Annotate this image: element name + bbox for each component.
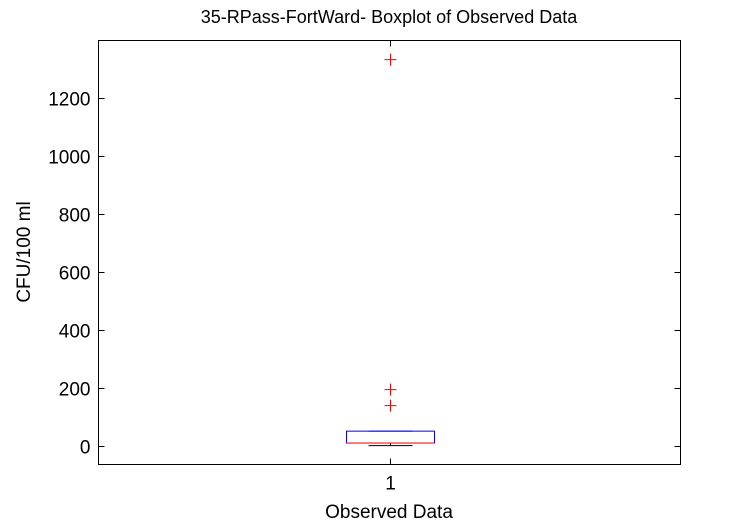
x-axis-label: Observed Data: [325, 502, 453, 523]
y-tick-label: 1200: [48, 90, 90, 111]
x-tick-label: 1: [385, 474, 396, 495]
outlier-point: [384, 53, 397, 66]
chart-title: 35-RPass-FortWard- Boxplot of Observed D…: [201, 7, 578, 27]
y-tick-label: 400: [59, 322, 91, 343]
y-tick-label: 1000: [48, 148, 90, 169]
y-axis-label: CFU/100 ml: [14, 201, 35, 302]
outlier-point: [384, 383, 397, 396]
y-tick-label: 0: [80, 438, 91, 459]
outlier-point: [384, 399, 397, 412]
y-tick-label: 800: [59, 206, 91, 227]
plot-area-frame: [98, 40, 681, 465]
y-tick-label: 600: [59, 264, 91, 285]
y-tick-label: 200: [59, 380, 91, 401]
box: [346, 430, 435, 444]
